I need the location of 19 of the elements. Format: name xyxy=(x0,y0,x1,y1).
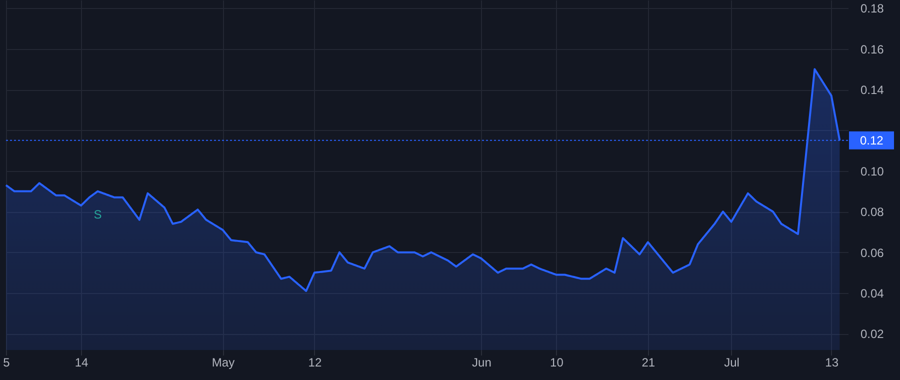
y-tick-label: 0.08 xyxy=(860,205,884,220)
x-tick-label: Jun xyxy=(472,356,492,370)
ref-line-label: 0.12 xyxy=(860,133,884,148)
x-tick-label: 5 xyxy=(3,356,10,370)
annotation: S xyxy=(94,207,102,222)
x-tick-label: May xyxy=(212,356,235,370)
y-tick-label: 0.04 xyxy=(860,286,884,301)
x-tick-label: 10 xyxy=(550,356,564,370)
x-tick-label: 14 xyxy=(74,356,89,370)
y-tick-label: 0.02 xyxy=(860,327,884,342)
y-tick-label: 0.10 xyxy=(860,164,884,178)
y-tick-label: 0.14 xyxy=(860,83,884,98)
y-tick-label: 0.16 xyxy=(860,42,884,56)
x-tick-label: 21 xyxy=(642,356,656,370)
y-tick-label: 0.06 xyxy=(860,246,884,260)
x-tick-label: 13 xyxy=(825,356,839,370)
y-tick-label: 0.18 xyxy=(860,2,884,16)
x-tick-label: 12 xyxy=(308,356,322,370)
x-tick-label: Jul xyxy=(724,356,740,370)
